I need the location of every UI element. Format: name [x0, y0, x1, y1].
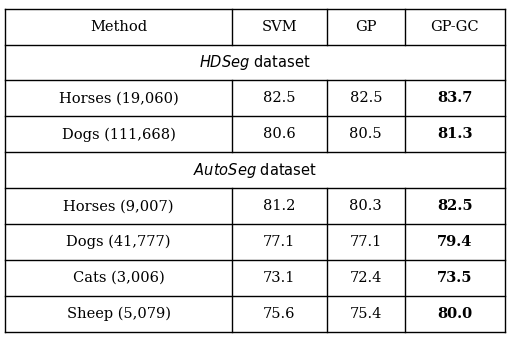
Text: Method: Method: [90, 20, 147, 34]
Text: Cats (3,006): Cats (3,006): [73, 271, 164, 285]
Text: $\mathit{AutoSeg}$ $\mathrm{dataset}$: $\mathit{AutoSeg}$ $\mathrm{dataset}$: [193, 161, 316, 180]
Text: 75.6: 75.6: [263, 307, 295, 321]
Text: Sheep (5,079): Sheep (5,079): [67, 307, 170, 321]
Text: 83.7: 83.7: [436, 92, 472, 105]
Text: Dogs (111,668): Dogs (111,668): [62, 127, 175, 141]
Text: 81.2: 81.2: [263, 199, 295, 213]
Text: GP: GP: [354, 20, 376, 34]
Text: 82.5: 82.5: [436, 199, 472, 213]
Text: 80.3: 80.3: [349, 199, 381, 213]
Text: 73.1: 73.1: [263, 271, 295, 285]
Text: 77.1: 77.1: [263, 235, 295, 249]
Text: 80.0: 80.0: [437, 307, 471, 321]
Text: 82.5: 82.5: [349, 92, 381, 105]
Text: 81.3: 81.3: [436, 127, 472, 141]
Text: 73.5: 73.5: [436, 271, 472, 285]
Text: 82.5: 82.5: [263, 92, 295, 105]
Text: 72.4: 72.4: [349, 271, 381, 285]
Text: SVM: SVM: [261, 20, 297, 34]
Text: 80.6: 80.6: [263, 127, 295, 141]
Text: $\mathit{HDSeg}$ $\mathrm{dataset}$: $\mathit{HDSeg}$ $\mathrm{dataset}$: [199, 53, 310, 72]
Text: 79.4: 79.4: [436, 235, 472, 249]
Text: Horses (9,007): Horses (9,007): [63, 199, 174, 213]
Text: Dogs (41,777): Dogs (41,777): [66, 235, 171, 249]
Text: Horses (19,060): Horses (19,060): [59, 92, 178, 105]
Text: GP-GC: GP-GC: [430, 20, 478, 34]
Text: 75.4: 75.4: [349, 307, 381, 321]
Text: 77.1: 77.1: [349, 235, 381, 249]
Text: 80.5: 80.5: [349, 127, 381, 141]
